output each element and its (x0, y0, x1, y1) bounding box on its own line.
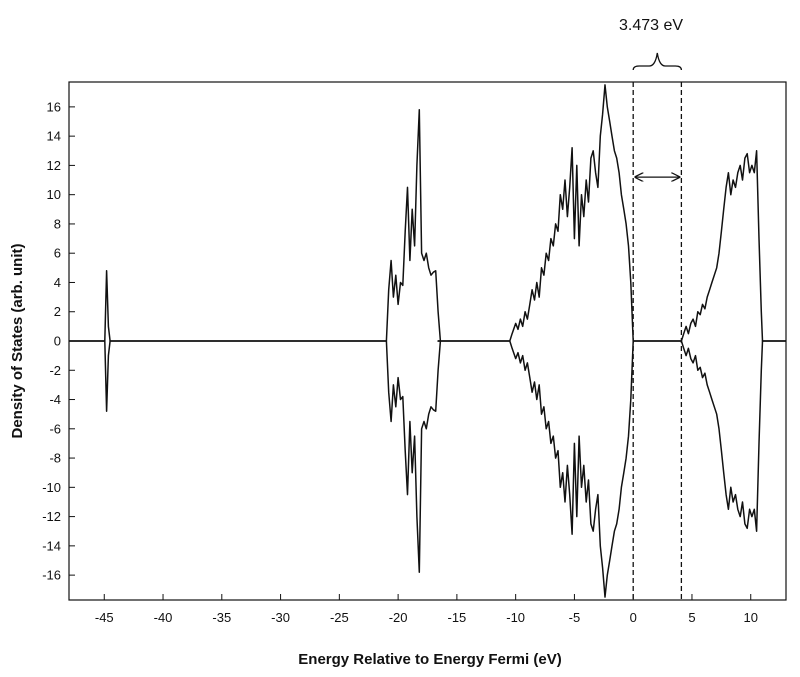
x-tick-label: 10 (744, 610, 758, 625)
x-tick-label: -20 (389, 610, 408, 625)
y-tick-label: 0 (54, 334, 61, 349)
y-tick-label: -16 (42, 568, 61, 583)
dos-curve-lower (69, 340, 786, 598)
y-tick-label: 6 (54, 246, 61, 261)
x-tick-label: -45 (95, 610, 114, 625)
y-tick-label: -8 (49, 451, 61, 466)
x-tick-label: 0 (630, 610, 637, 625)
x-tick-label: -30 (271, 610, 290, 625)
x-tick-label: -15 (447, 610, 466, 625)
y-tick-label: 12 (47, 158, 61, 173)
y-tick-label: 8 (54, 216, 61, 231)
gap-brace (632, 52, 683, 71)
x-tick-label: -5 (569, 610, 581, 625)
y-tick-label: 10 (47, 187, 61, 202)
y-tick-label: -2 (49, 363, 61, 378)
x-tick-label: -25 (330, 610, 349, 625)
y-tick-label: -6 (49, 421, 61, 436)
y-tick-label: -10 (42, 480, 61, 495)
y-tick-label: 4 (54, 275, 61, 290)
y-tick-label: -4 (49, 392, 61, 407)
y-axis-title: Density of States (arb. unit) (9, 243, 26, 438)
y-tick-label: -12 (42, 509, 61, 524)
y-tick-label: 16 (47, 99, 61, 114)
dos-curve-upper (69, 84, 786, 342)
y-tick-label: -14 (42, 538, 61, 553)
x-tick-label: 5 (688, 610, 695, 625)
y-tick-label: 14 (47, 129, 61, 144)
x-tick-label: -40 (154, 610, 173, 625)
x-tick-label: -35 (212, 610, 231, 625)
y-tick-label: 2 (54, 304, 61, 319)
gap-annotation-label: 3.473 eV (619, 17, 683, 34)
x-axis-title: Energy Relative to Energy Fermi (eV) (298, 651, 561, 668)
tick-layer: -45 -40 -35 -30 -25 -20 -15 -10 -5 0 5 10-16-14-12-… (42, 99, 758, 625)
x-tick-label: -10 (506, 610, 525, 625)
series-layer (69, 84, 786, 598)
annotation-layer (632, 52, 683, 600)
